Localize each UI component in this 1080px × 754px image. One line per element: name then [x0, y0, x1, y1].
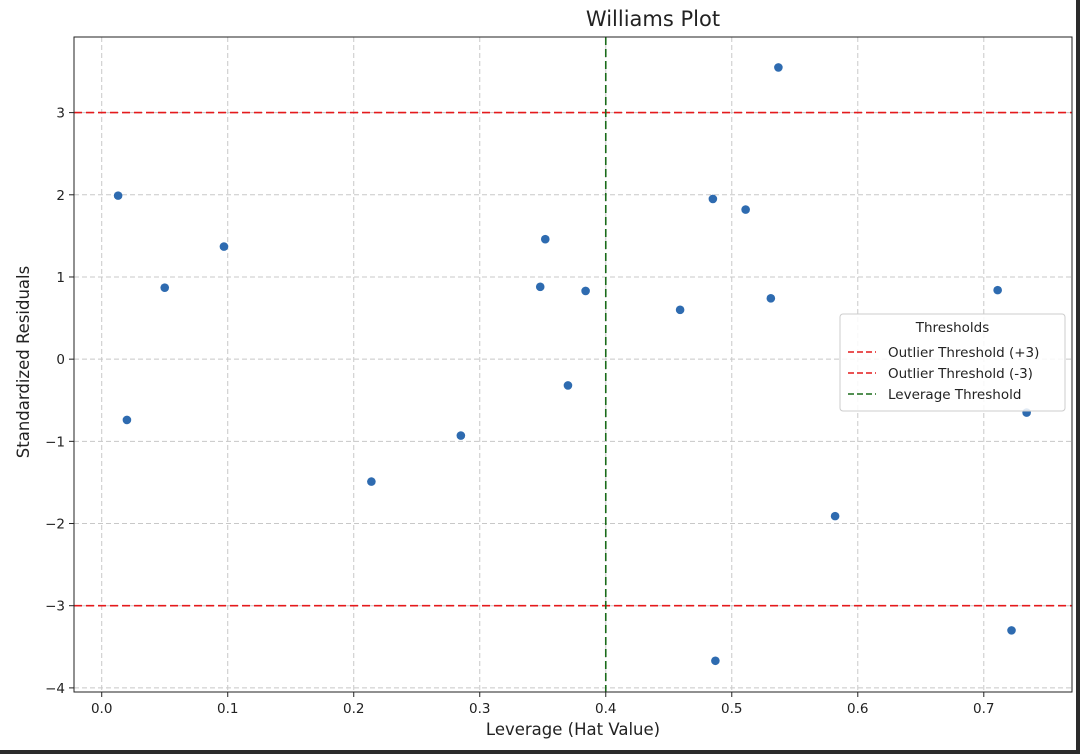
data-point — [830, 511, 840, 521]
data-point — [535, 282, 545, 292]
data-point — [708, 194, 718, 204]
y-tick-label: −2 — [45, 517, 65, 533]
data-point — [774, 63, 783, 72]
data-point — [766, 294, 776, 303]
data-point — [741, 205, 750, 214]
x-tick-label: 0.2 — [343, 701, 364, 717]
y-tick-label: 1 — [56, 270, 65, 286]
legend-label: Leverage Threshold — [888, 387, 1021, 403]
legend-label: Outlier Threshold (+3) — [888, 345, 1039, 361]
data-point — [540, 234, 550, 244]
y-tick-label: 2 — [56, 188, 65, 204]
x-tick-label: 0.6 — [847, 701, 868, 717]
x-tick-label: 0.4 — [595, 701, 616, 717]
data-point — [113, 191, 123, 200]
plot-area-border — [73, 36, 1073, 693]
data-points — [113, 63, 1031, 666]
y-tick-label: 0 — [56, 352, 65, 368]
chart-title: Williams Plot — [586, 7, 720, 31]
x-tick-label: 0.0 — [91, 701, 112, 717]
x-tick-label: 0.7 — [973, 701, 994, 717]
data-point — [581, 286, 590, 296]
data-point — [160, 283, 170, 292]
x-tick-label: 0.1 — [217, 701, 238, 717]
legend-title: Thresholds — [915, 320, 990, 336]
data-point — [122, 415, 132, 425]
y-tick-label: −4 — [45, 681, 65, 697]
x-axis-label: Leverage (Hat Value) — [486, 720, 660, 739]
legend-label: Outlier Threshold (-3) — [888, 366, 1033, 382]
y-tick-label: −3 — [45, 599, 65, 615]
x-tick-label: 0.5 — [721, 701, 742, 717]
legend-box — [839, 313, 1066, 412]
data-point — [993, 285, 1002, 295]
x-tick-label: 0.3 — [469, 701, 490, 717]
legend: Thresholds Outlier Threshold (+3) Outlier … — [839, 313, 1066, 412]
threshold-lines — [74, 37, 1072, 692]
x-axis-ticks: 0.0 0.1 0.2 0.3 0.4 0.5 0.6 0.7 — [91, 692, 995, 717]
y-tick-label: 3 — [56, 106, 65, 122]
data-point — [711, 656, 720, 666]
data-point — [563, 381, 573, 390]
data-point — [367, 477, 376, 486]
y-axis-ticks: −4 −3 −2 −1 0 1 2 3 — [45, 106, 74, 697]
y-axis-label: Standardized Residuals — [14, 266, 33, 458]
data-point — [219, 242, 229, 251]
data-point — [675, 305, 685, 315]
data-point — [1007, 626, 1016, 635]
y-tick-label: −1 — [45, 434, 65, 450]
data-point — [456, 431, 466, 440]
